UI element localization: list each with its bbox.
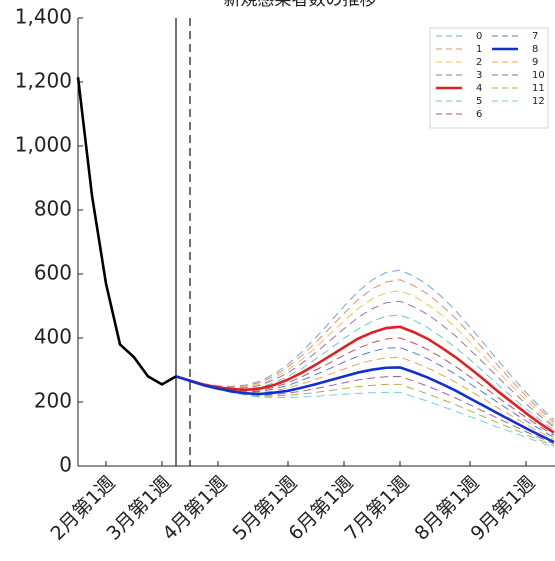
y-tick-label: 200 bbox=[34, 389, 72, 413]
y-tick-label: 400 bbox=[34, 325, 72, 349]
chart-title: 新規感染者数の推移 bbox=[224, 0, 377, 10]
y-tick-label: 1,200 bbox=[15, 69, 72, 93]
legend-label: 8 bbox=[532, 44, 538, 55]
legend-label: 1 bbox=[476, 44, 482, 55]
legend-label: 10 bbox=[532, 70, 545, 81]
legend-box bbox=[429, 27, 549, 129]
scenario-line bbox=[175, 366, 555, 444]
scenario-line bbox=[175, 325, 555, 434]
legend-label: 5 bbox=[476, 96, 482, 107]
scenario-line bbox=[175, 300, 555, 428]
legend-label: 3 bbox=[476, 70, 482, 81]
scenario-line bbox=[175, 347, 555, 438]
y-tick-label: 1,000 bbox=[15, 133, 72, 157]
scenario-line bbox=[175, 375, 555, 448]
legend-label: 4 bbox=[476, 83, 482, 94]
legend-label: 12 bbox=[532, 96, 545, 107]
y-tick-label: 0 bbox=[59, 453, 72, 477]
scenario-line bbox=[175, 337, 555, 436]
legend-label: 2 bbox=[476, 57, 482, 68]
scenario-line bbox=[175, 290, 555, 426]
y-tick-label: 800 bbox=[34, 197, 72, 221]
legend-label: 0 bbox=[476, 31, 482, 42]
scenario-line bbox=[175, 314, 555, 431]
history-line bbox=[76, 77, 177, 386]
scenario-line bbox=[175, 279, 555, 423]
scenario-line bbox=[175, 356, 555, 440]
legend-label: 9 bbox=[532, 57, 538, 68]
legend-label: 7 bbox=[532, 31, 538, 42]
scenario-line bbox=[175, 269, 555, 421]
legend-label: 11 bbox=[532, 83, 545, 94]
y-tick-label: 1,400 bbox=[15, 5, 72, 29]
legend-label: 6 bbox=[476, 109, 482, 120]
y-tick-label: 600 bbox=[34, 261, 72, 285]
